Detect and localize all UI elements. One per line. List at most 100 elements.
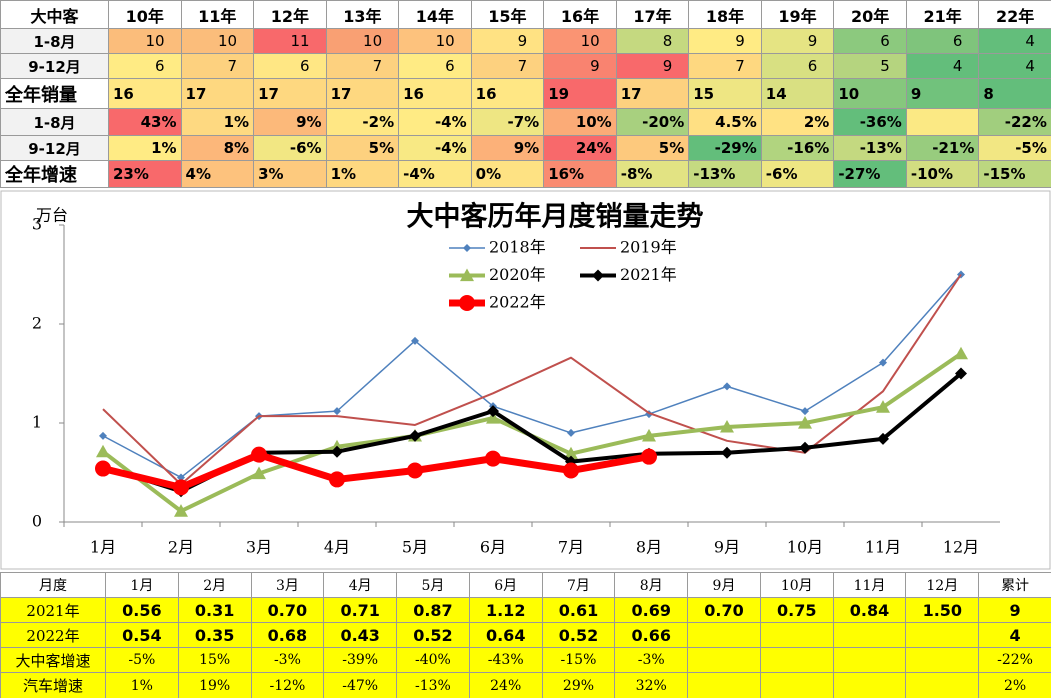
table-cell: -13% <box>688 160 762 188</box>
x-tick-label: 7月 <box>558 538 584 557</box>
chart: 大中客历年月度销量走势 万台 0 1 2 3 1月 2月 3月 4月 5月 6月 7月 8月 9月 10月… <box>0 190 1051 570</box>
table-cell: 6 <box>760 53 835 79</box>
table-cell: 0.75 <box>759 597 834 623</box>
table-cell: 0.54 <box>105 622 179 648</box>
y-tick-label: 2 <box>32 314 42 333</box>
table-cell: 7 <box>688 53 762 79</box>
table-cell <box>905 108 980 136</box>
legend-label: 2018年 <box>489 238 546 257</box>
table-cell: 19 <box>543 78 617 109</box>
table-cell: 9 <box>905 78 980 109</box>
table-cell: -36% <box>833 108 907 136</box>
table-cell: 0.84 <box>832 597 907 623</box>
table-cell: 15 <box>688 78 762 109</box>
legend-label: 2021年 <box>620 265 677 284</box>
table-cell: 6 <box>905 28 980 54</box>
table-cell: 7 <box>325 53 400 79</box>
table-cell: 汽车增速 <box>0 672 106 698</box>
table-cell: 9 <box>978 597 1051 623</box>
table-cell: -7% <box>470 108 545 136</box>
y-tick-label: 1 <box>32 413 42 432</box>
marker <box>409 429 421 442</box>
table-cell: 1-8月 <box>0 108 109 136</box>
marker <box>459 295 475 311</box>
header-cell: 15年 <box>470 0 545 29</box>
marker <box>99 431 107 440</box>
x-tick-label: 12月 <box>943 538 979 557</box>
marker <box>411 336 419 345</box>
table-cell: 9 <box>760 28 835 54</box>
marker <box>463 244 471 252</box>
series-line <box>102 451 650 491</box>
x-tick-label: 3月 <box>246 538 272 557</box>
table-cell: -4% <box>398 135 472 161</box>
x-tick-label: 10月 <box>787 538 823 557</box>
table-cell: 8 <box>978 78 1051 109</box>
table-row: 2021年 0.56 0.31 0.70 0.71 0.87 1.12 0.61 0.69 0.7… <box>0 597 1051 623</box>
table-cell: 大中客增速 <box>0 647 106 673</box>
table-cell: 15% <box>177 647 252 673</box>
table-cell: 23% <box>108 160 182 188</box>
header-cell: 20年 <box>833 0 907 29</box>
marker <box>252 466 266 480</box>
table-cell: 0.43 <box>323 622 398 648</box>
table-cell: -13% <box>396 672 470 698</box>
table-cell: 7 <box>180 53 255 79</box>
table-cell: -20% <box>615 108 690 136</box>
legend-label: 2022年 <box>489 293 546 312</box>
header-cell: 11年 <box>180 0 255 29</box>
x-tick-label: 6月 <box>480 538 506 557</box>
table-cell: 0.70 <box>250 597 325 623</box>
table-cell: 0.35 <box>177 622 252 648</box>
marker <box>174 504 188 517</box>
table-cell <box>905 622 980 648</box>
header-cell: 11月 <box>832 572 907 598</box>
table-cell: 0.52 <box>396 622 470 648</box>
table-cell: 0.70 <box>687 597 761 623</box>
table-cell: 5% <box>325 135 400 161</box>
header-cell: 累计 <box>978 572 1051 598</box>
table-cell: -4% <box>398 160 472 188</box>
marker <box>877 432 889 445</box>
marker <box>333 407 341 416</box>
table-cell: 9-12月 <box>0 53 109 79</box>
marker <box>641 448 657 465</box>
table-cell: 4 <box>978 28 1051 54</box>
table-cell: 2% <box>760 108 835 136</box>
header-cell: 3月 <box>250 572 325 598</box>
x-tick-label: 2月 <box>168 538 194 557</box>
table-cell: -8% <box>615 160 690 188</box>
table-cell: 0% <box>470 160 545 188</box>
table-cell: 24% <box>543 135 617 161</box>
table-cell: -40% <box>396 647 470 673</box>
marker <box>460 268 474 282</box>
table-cell: 17 <box>615 78 690 109</box>
marker <box>329 471 345 488</box>
table-cell: 17 <box>325 78 400 109</box>
marker <box>563 462 579 479</box>
table-cell: 0.61 <box>541 597 616 623</box>
table-cell: 5% <box>615 135 690 161</box>
marker <box>876 400 890 413</box>
table-cell: 6 <box>108 53 182 79</box>
table-cell: 全年销量 <box>0 78 109 109</box>
table-cell: 0.66 <box>614 622 689 648</box>
header-cell: 10月 <box>759 572 834 598</box>
table-cell: 6 <box>398 53 472 79</box>
table-cell: 4 <box>978 622 1051 648</box>
marker <box>96 444 110 458</box>
header-cell: 21年 <box>905 0 980 29</box>
table-cell: 9 <box>543 53 617 79</box>
table-row: 2022年 0.54 0.35 0.68 0.43 0.52 0.64 0.52 0.66 4 <box>0 622 1051 648</box>
table-cell: 9 <box>688 28 762 54</box>
table-cell: 4 <box>978 53 1051 79</box>
table-cell <box>832 622 907 648</box>
header-cell: 14年 <box>398 0 472 29</box>
table-cell: 4.5% <box>688 108 762 136</box>
table-cell: 29% <box>541 672 616 698</box>
table-cell: 11 <box>253 28 327 54</box>
table-cell: 1.12 <box>468 597 543 623</box>
chart-title: 大中客历年月度销量走势 <box>407 201 704 233</box>
table-cell: 10 <box>543 28 617 54</box>
